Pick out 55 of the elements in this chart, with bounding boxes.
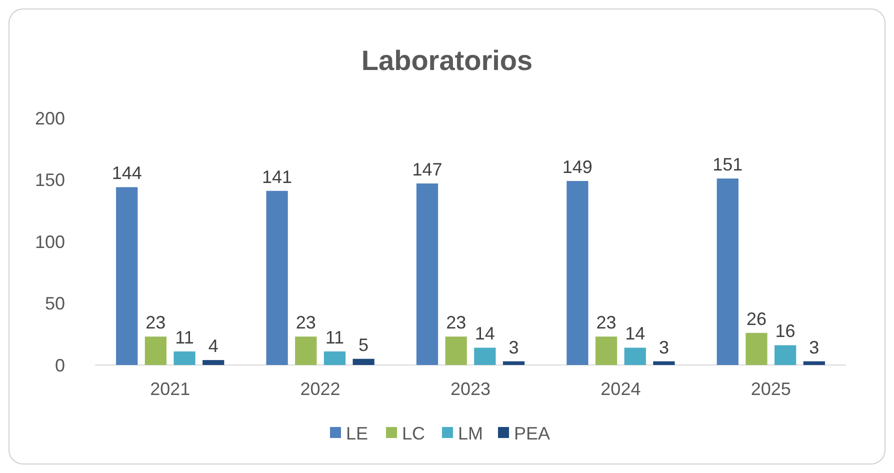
bar bbox=[566, 180, 588, 365]
legend-label: PEA bbox=[514, 423, 550, 444]
chart-title: Laboratorios bbox=[361, 45, 533, 76]
bar bbox=[416, 183, 438, 365]
x-tick-label: 2024 bbox=[600, 379, 641, 399]
data-label: 23 bbox=[296, 312, 316, 333]
bar bbox=[202, 360, 224, 365]
data-label: 14 bbox=[625, 324, 646, 344]
data-label: 3 bbox=[809, 337, 820, 358]
data-label: 16 bbox=[775, 321, 796, 342]
data-label: 23 bbox=[146, 312, 166, 333]
data-label: 147 bbox=[412, 159, 442, 180]
bar bbox=[474, 348, 496, 365]
bar bbox=[324, 351, 346, 365]
legend-label: LC bbox=[402, 423, 426, 444]
bar bbox=[595, 336, 618, 365]
y-tick-label: 200 bbox=[34, 108, 65, 128]
data-label: 14 bbox=[474, 324, 495, 344]
x-tick-label: 2023 bbox=[450, 379, 491, 399]
data-label: 144 bbox=[112, 163, 142, 184]
bar bbox=[295, 336, 317, 365]
y-tick-label: 100 bbox=[34, 232, 65, 252]
data-label: 26 bbox=[746, 308, 766, 329]
data-label: 141 bbox=[262, 166, 292, 187]
bar bbox=[352, 358, 374, 365]
data-label: 3 bbox=[658, 337, 669, 358]
bar bbox=[746, 332, 768, 365]
data-label: 11 bbox=[325, 327, 344, 348]
bar bbox=[174, 351, 196, 365]
y-tick-label: 0 bbox=[54, 355, 65, 376]
bar bbox=[144, 336, 166, 365]
data-label: 23 bbox=[446, 312, 466, 333]
bar bbox=[774, 345, 796, 365]
x-tick-label: 2025 bbox=[750, 379, 791, 399]
bar bbox=[445, 336, 467, 365]
x-tick-label: 2021 bbox=[150, 379, 190, 399]
bar bbox=[653, 361, 675, 365]
bar bbox=[116, 187, 138, 365]
data-label: 5 bbox=[358, 334, 369, 355]
x-tick-label: 2022 bbox=[300, 379, 340, 399]
legend-label: LE bbox=[346, 423, 368, 444]
bar bbox=[266, 190, 288, 365]
y-tick-label: 150 bbox=[34, 170, 65, 190]
data-label: 151 bbox=[712, 154, 743, 175]
data-label: 149 bbox=[562, 156, 592, 177]
data-label: 4 bbox=[208, 336, 218, 356]
bar bbox=[803, 361, 825, 365]
bar bbox=[502, 361, 525, 365]
data-label: 3 bbox=[508, 337, 519, 358]
legend-label: LM bbox=[458, 423, 484, 444]
bar bbox=[716, 178, 738, 365]
data-label: 11 bbox=[175, 327, 194, 348]
bar bbox=[624, 348, 646, 365]
data-label: 23 bbox=[596, 312, 616, 333]
y-tick-label: 50 bbox=[44, 294, 65, 314]
